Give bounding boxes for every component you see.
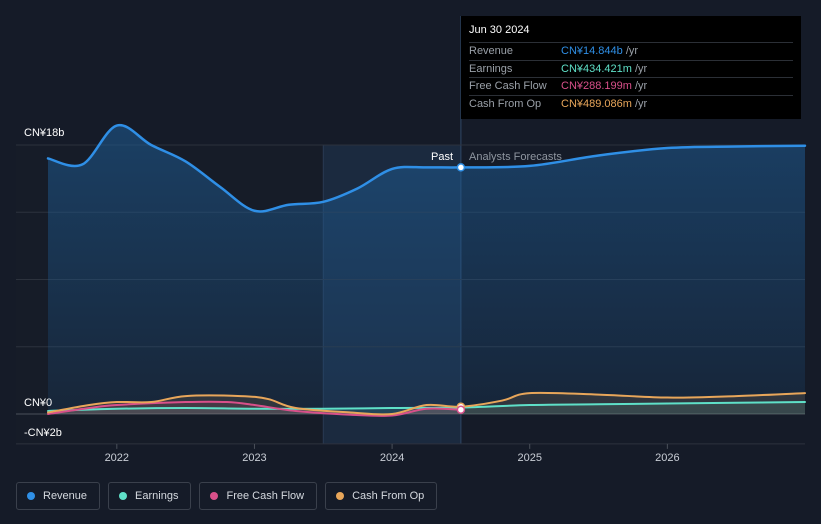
free-cash-flow-marker[interactable] <box>456 405 466 414</box>
tooltip-label: Cash From Op <box>469 97 542 110</box>
tooltip-number: CN¥288.199m <box>561 80 632 93</box>
tooltip-value: CN¥14.844b /yr <box>561 45 638 57</box>
legend-dot-icon <box>27 492 35 500</box>
tooltip-label: Revenue <box>469 45 514 58</box>
tooltip-unit: /yr <box>631 62 648 75</box>
x-tick-label: 2026 <box>655 452 679 464</box>
tooltip-date: Jun 30 2024 <box>469 24 530 36</box>
x-tick-label: 2023 <box>242 452 266 464</box>
legend-dot-icon <box>336 492 345 500</box>
legend-label: Earnings <box>135 490 179 502</box>
forecast-label: Analysts Forecasts <box>469 151 562 163</box>
tooltip-value: CN¥489.086m /yr <box>561 98 647 110</box>
tooltip-label: Free Cash Flow <box>469 80 547 93</box>
legend-dot-icon <box>119 492 128 500</box>
tooltip-number: CN¥489.086m <box>561 97 632 110</box>
tooltip-number: CN¥434.421m <box>561 62 632 75</box>
tooltip-value: CN¥288.199m /yr <box>561 80 647 92</box>
x-tick-label: 2025 <box>517 452 541 464</box>
tooltip-unit: /yr <box>631 80 648 93</box>
cash-from-op-line <box>47 391 806 416</box>
y-label-bottom: -CN¥2b <box>24 427 62 439</box>
tooltip-unit: /yr <box>622 45 639 58</box>
legend-free-cash-flow[interactable]: Free Cash Flow <box>199 482 318 510</box>
tooltip-row: Revenue CN¥14.844b /yr <box>469 42 793 60</box>
legend-label: Free Cash Flow <box>226 490 305 502</box>
tooltip-label: Earnings <box>469 62 513 75</box>
legend-label: Cash From Op <box>352 490 425 502</box>
legend-label: Revenue <box>43 490 88 502</box>
legend-cash-from-op[interactable]: Cash From Op <box>325 482 438 510</box>
revenue-line <box>46 123 807 213</box>
tooltip-value: CN¥434.421m /yr <box>561 63 647 75</box>
legend-dot-icon <box>210 492 219 500</box>
y-label-zero: CN¥0 <box>24 397 52 409</box>
tooltip-unit: /yr <box>631 97 648 110</box>
legend-earnings[interactable]: Earnings <box>108 482 192 510</box>
x-tick-label: 2024 <box>380 452 404 464</box>
x-tick-label: 2022 <box>105 452 129 464</box>
y-label-top: CN¥18b <box>24 127 64 139</box>
past-label: Past <box>431 151 453 163</box>
tooltip-row: Earnings CN¥434.421m /yr <box>469 59 793 78</box>
tooltip-number: CN¥14.844b <box>561 45 623 58</box>
legend-revenue[interactable]: Revenue <box>16 482 101 510</box>
tooltip: Jun 30 2024 Revenue CN¥14.844b /yr Earning… <box>461 16 801 119</box>
free-cash-flow-line <box>47 400 462 417</box>
legend: Revenue Earnings Free Cash Flow Cash From O… <box>16 482 438 510</box>
revenue-marker[interactable] <box>456 163 466 172</box>
revenue-area <box>48 125 805 414</box>
tooltip-row: Cash From Op CN¥489.086m /yr <box>469 94 793 113</box>
tooltip-row: Free Cash Flow CN¥288.199m /yr <box>469 77 793 95</box>
